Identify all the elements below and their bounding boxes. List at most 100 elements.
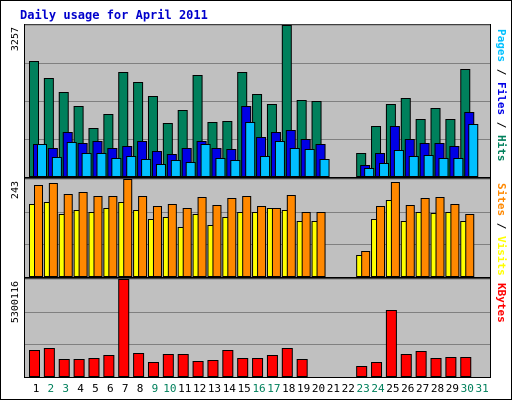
bar-kbytes-day-14 bbox=[222, 350, 234, 377]
legend-part: Sites bbox=[495, 183, 508, 216]
volume-legend: KBytes bbox=[495, 283, 508, 323]
bar-kbytes-day-16 bbox=[252, 358, 264, 377]
day-label-10: 10 bbox=[163, 382, 176, 395]
day-label-24: 24 bbox=[371, 382, 385, 395]
bar-pages-day-5 bbox=[96, 153, 107, 177]
day-label-29: 29 bbox=[446, 382, 459, 395]
bar-kbytes-day-26 bbox=[400, 354, 412, 377]
bar-sites-day-26 bbox=[405, 205, 415, 277]
bar-pages-day-15 bbox=[245, 122, 256, 177]
day-label-19: 19 bbox=[297, 382, 310, 395]
bar-sites-day-17 bbox=[271, 208, 281, 277]
bar-sites-day-1 bbox=[34, 185, 43, 277]
visitors-panel: 243 Sites / Visits bbox=[10, 178, 508, 278]
bar-pages-day-24 bbox=[379, 163, 390, 177]
bar-kbytes-day-6 bbox=[103, 355, 115, 377]
day-label-31: 31 bbox=[476, 382, 489, 395]
day-label-8: 8 bbox=[137, 382, 144, 395]
day-label-4: 4 bbox=[77, 382, 84, 395]
bar-kbytes-day-27 bbox=[415, 351, 427, 377]
bar-pages-day-23 bbox=[364, 168, 375, 177]
day-label-9: 9 bbox=[152, 382, 159, 395]
day-label-5: 5 bbox=[92, 382, 99, 395]
bar-sites-day-23 bbox=[361, 251, 371, 277]
legend-part: / bbox=[495, 115, 508, 135]
bar-kbytes-day-18 bbox=[281, 348, 293, 377]
bar-pages-day-11 bbox=[185, 162, 196, 177]
bar-sites-day-25 bbox=[390, 182, 400, 277]
visitors-legend: Sites / Visits bbox=[495, 183, 508, 276]
day-label-28: 28 bbox=[431, 382, 444, 395]
bar-sites-day-27 bbox=[420, 198, 430, 277]
day-label-1: 1 bbox=[33, 382, 40, 395]
bar-pages-day-1 bbox=[37, 144, 47, 177]
bar-sites-day-30 bbox=[465, 214, 475, 277]
bar-sites-day-10 bbox=[167, 204, 177, 277]
bar-sites-day-15 bbox=[242, 196, 252, 277]
legend-part: / bbox=[495, 216, 508, 236]
bar-pages-day-17 bbox=[274, 141, 285, 177]
day-label-6: 6 bbox=[107, 382, 114, 395]
day-label-23: 23 bbox=[357, 382, 370, 395]
day-label-20: 20 bbox=[312, 382, 325, 395]
day-label-22: 22 bbox=[342, 382, 355, 395]
day-label-13: 13 bbox=[208, 382, 221, 395]
day-label-25: 25 bbox=[386, 382, 399, 395]
bar-kbytes-day-25 bbox=[385, 310, 397, 377]
chart-title: Daily usage for April 2011 bbox=[20, 8, 208, 22]
legend-part: Files bbox=[495, 82, 508, 115]
bar-pages-day-28 bbox=[438, 158, 449, 177]
bar-pages-day-16 bbox=[260, 156, 271, 177]
bar-pages-day-10 bbox=[170, 160, 181, 177]
bar-kbytes-day-23 bbox=[356, 366, 368, 377]
day-label-30: 30 bbox=[461, 382, 474, 395]
bar-sites-day-19 bbox=[301, 212, 311, 277]
bar-kbytes-day-9 bbox=[147, 362, 159, 377]
bar-pages-day-12 bbox=[200, 144, 211, 177]
volume-panel: 5300116 KBytes bbox=[10, 278, 508, 378]
bar-kbytes-day-1 bbox=[29, 350, 40, 377]
bar-kbytes-day-17 bbox=[266, 355, 278, 377]
legend-part: / bbox=[495, 62, 508, 82]
legend-part: Hits bbox=[495, 135, 508, 162]
bar-pages-day-3 bbox=[66, 142, 77, 177]
bar-sites-day-3 bbox=[63, 194, 73, 277]
day-label-27: 27 bbox=[416, 382, 429, 395]
bar-sites-day-16 bbox=[257, 206, 267, 277]
bar-sites-day-13 bbox=[212, 205, 222, 277]
bar-kbytes-day-7 bbox=[118, 279, 130, 377]
day-label-14: 14 bbox=[223, 382, 237, 395]
day-label-2: 2 bbox=[48, 382, 55, 395]
bar-kbytes-day-11 bbox=[177, 354, 189, 377]
bar-sites-day-28 bbox=[435, 197, 445, 277]
bar-kbytes-day-28 bbox=[430, 358, 442, 377]
bar-sites-day-14 bbox=[227, 198, 237, 277]
traffic-panel: 3257 Pages / Files / Hits bbox=[10, 24, 508, 178]
bar-kbytes-day-15 bbox=[237, 358, 249, 377]
bar-kbytes-day-24 bbox=[371, 362, 383, 377]
day-label-15: 15 bbox=[238, 382, 251, 395]
bar-pages-day-27 bbox=[423, 155, 434, 177]
bar-pages-day-2 bbox=[51, 157, 62, 177]
bar-kbytes-day-4 bbox=[73, 359, 85, 377]
bar-kbytes-day-2 bbox=[43, 348, 55, 377]
bar-pages-day-8 bbox=[141, 159, 152, 177]
bar-pages-day-19 bbox=[304, 149, 315, 177]
day-label-7: 7 bbox=[122, 382, 129, 395]
day-label-3: 3 bbox=[62, 382, 69, 395]
day-label-17: 17 bbox=[267, 382, 280, 395]
bar-kbytes-day-8 bbox=[133, 353, 145, 377]
bar-kbytes-day-19 bbox=[296, 359, 308, 377]
bar-kbytes-day-29 bbox=[445, 357, 457, 377]
bar-sites-day-2 bbox=[48, 183, 58, 277]
bar-pages-day-20 bbox=[319, 159, 330, 177]
bar-pages-day-18 bbox=[289, 148, 300, 177]
bar-pages-day-13 bbox=[215, 158, 226, 177]
bar-sites-day-20 bbox=[316, 212, 326, 277]
bar-sites-day-18 bbox=[286, 195, 296, 277]
traffic-ymax-label: 3257 bbox=[10, 27, 21, 51]
legend-part: KBytes bbox=[495, 283, 508, 323]
bar-pages-day-29 bbox=[453, 158, 464, 177]
bar-pages-day-25 bbox=[393, 150, 404, 177]
